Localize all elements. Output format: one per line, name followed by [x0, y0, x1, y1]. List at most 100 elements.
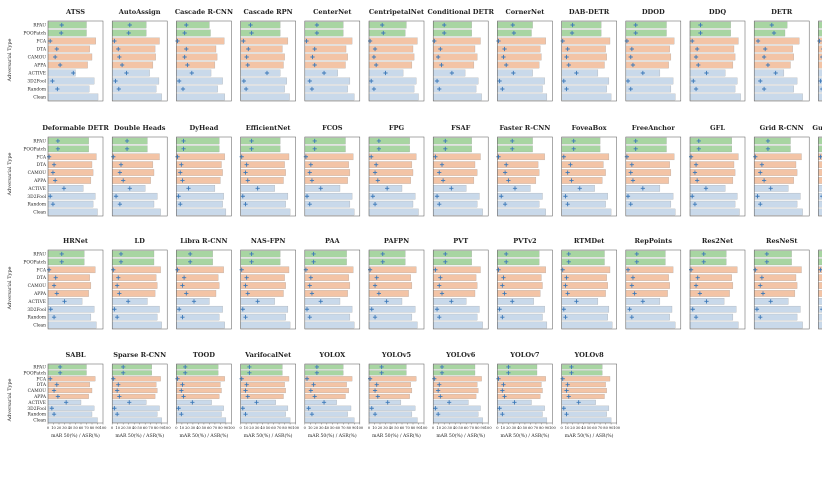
panel-pvt: PVT [432, 237, 489, 330]
bar-guided-anchoring-poopatch [818, 145, 822, 153]
asr-marker-yolov5-dta [374, 382, 379, 387]
asr-marker-res2net-random [693, 315, 699, 320]
asr-marker-centripetalnet-appa [374, 62, 379, 68]
bar-dyhead-random [176, 200, 223, 208]
asr-marker-double-heads-rpau [124, 138, 130, 144]
y-tick-label-poopatch: POOPatch [23, 32, 46, 37]
asr-marker-nas-fpn-dta [244, 275, 249, 280]
asr-marker-rtmdet-fca [560, 267, 565, 272]
asr-marker-conditional-detr-dta [438, 46, 443, 52]
asr-marker-ld-camou [115, 283, 120, 288]
asr-marker-fcos-active [318, 186, 323, 191]
bar-guided-anchoring-camou [818, 169, 822, 176]
asr-marker-cascade-r-cnn-appa [185, 62, 190, 68]
asr-marker-centripetalnet-camou [371, 54, 377, 60]
bar-yolox-3d2fool [304, 405, 352, 411]
panel-fcos: FCOS [303, 124, 361, 217]
asr-marker-yolov7-rpau [506, 364, 511, 370]
asr-marker-ld-dta [116, 275, 121, 280]
bar-pvtv2-rpau [497, 250, 540, 258]
asr-marker-fsaf-poopatch [443, 146, 448, 151]
asr-marker-dyhead-appa [180, 178, 185, 183]
asr-marker-freeanchor-camou [628, 170, 633, 175]
asr-marker-gfl-fca [689, 154, 694, 159]
asr-marker-cascade-rpn-3d2fool [241, 78, 246, 84]
asr-marker-yolov5-fca [368, 376, 373, 381]
asr-marker-pafpn-active [384, 299, 389, 304]
asr-marker-ddod-appa [630, 62, 636, 68]
y-tick-label-random: Random [28, 413, 47, 418]
x-tick-label-sparse-r-cnn-70: 70 [148, 426, 153, 430]
panel-frame-rtmdet [561, 249, 617, 330]
asr-marker-atss-rpau [59, 22, 64, 28]
asr-marker-fpg-rpau [376, 138, 381, 144]
asr-marker-centripetalnet-random [371, 86, 377, 92]
bar-yolov7-clean [497, 417, 548, 423]
asr-marker-varifocalnet-fca [239, 376, 244, 381]
bar-paa-poopatch [304, 258, 347, 266]
x-tick-label-tood-90: 90 [224, 426, 229, 430]
x-tick-label-yolov5-70: 70 [405, 426, 410, 430]
panel-title-libra-r-cnn: Libra R-CNN [180, 237, 227, 245]
asr-marker-fcos-appa [309, 178, 315, 183]
bar-paa-3d2fool [304, 305, 353, 313]
panel-retinanet: RetinaNet [818, 249, 822, 330]
panel-title-sparse-r-cnn: Sparse R-CNN [113, 351, 166, 359]
panel-frame-autoassign [111, 20, 168, 102]
panel-frame-reppoints [625, 249, 682, 330]
asr-marker-res2net-appa [697, 291, 702, 296]
panel-guided-anchoring: Guided Anchoring [812, 124, 822, 217]
asr-marker-tood-random [179, 412, 184, 417]
x-axis-label-tood: mAR 50(%) / ASR(%) [180, 432, 229, 439]
panel-frame-freeanchor [625, 136, 682, 217]
x-tick-label-tood-70: 70 [213, 426, 218, 430]
x-tick-label-yolox-100: 100 [356, 426, 364, 430]
bar-pafpn-rpau [368, 250, 406, 258]
asr-marker-centripetalnet-dta [372, 46, 378, 52]
asr-marker-dino-3d2fool [818, 78, 822, 84]
y-tick-label-3d2fool: 3D2Fool [27, 407, 46, 412]
x-axis-label-yolov5: mAR 50(%) / ASR(%) [372, 432, 421, 439]
x-tick-label-varifocalnet-0: 0 [239, 426, 242, 430]
bar-dab-detr-poopatch [561, 29, 602, 37]
y-tick-label-poopatch: POOPatch [23, 371, 46, 376]
asr-marker-dab-detr-rpau [570, 22, 575, 28]
bar-libra-r-cnn-clean [176, 321, 225, 329]
y-tick-label-appa: APPA [33, 179, 47, 184]
bar-libra-r-cnn-3d2fool [176, 305, 223, 313]
asr-marker-ddq-active [704, 70, 709, 76]
bar-autoassign-appa [112, 61, 154, 69]
bar-efficientnet-rpau [240, 137, 281, 145]
asr-marker-yolov7-3d2fool [497, 406, 502, 411]
asr-marker-foveabox-3d2fool [563, 194, 568, 199]
x-tick-label-yolov6-60: 60 [464, 426, 469, 430]
bar-fpg-rpau [368, 137, 410, 145]
bar-yolox-poopatch [304, 370, 344, 376]
bar-ld-poopatch [112, 258, 155, 266]
panel-title-cascade-rpn: Cascade RPN [244, 8, 293, 16]
bar-yolov8-poopatch [561, 370, 603, 376]
bar-pvtv2-fca [497, 266, 546, 274]
bar-ddod-clean [625, 93, 676, 101]
bar-yolox-clean [304, 417, 355, 423]
bar-cornernet-fca [497, 37, 546, 45]
panel-frame-gfl [689, 136, 746, 217]
bar-cascade-r-cnn-dta [176, 45, 217, 53]
asr-marker-ddq-random [693, 86, 699, 92]
asr-marker-grid-r-cnn-poopatch [765, 146, 771, 151]
asr-marker-guided-anchoring-3d2fool [820, 194, 822, 199]
bar-centripetalnet-clean [368, 93, 419, 101]
bar-tood-clean [176, 417, 227, 423]
asr-marker-pvt-appa [439, 291, 445, 296]
asr-marker-faster-r-cnn-rpau [510, 138, 515, 144]
x-tick-label-varifocalnet-20: 20 [249, 426, 254, 430]
x-axis-label-yolox: mAR 50(%) / ASR(%) [308, 432, 357, 439]
bar-cascade-r-cnn-rpau [176, 21, 210, 29]
bar-yolov7-fca [497, 376, 546, 382]
asr-marker-hrnet-active [62, 299, 67, 304]
bar-pafpn-3d2fool [368, 305, 416, 313]
y-tick-label-dta: DTA [37, 163, 47, 168]
asr-marker-fsaf-active [449, 186, 454, 191]
asr-marker-yolox-rpau [314, 364, 319, 370]
x-tick-label-yolov6-100: 100 [485, 426, 493, 430]
